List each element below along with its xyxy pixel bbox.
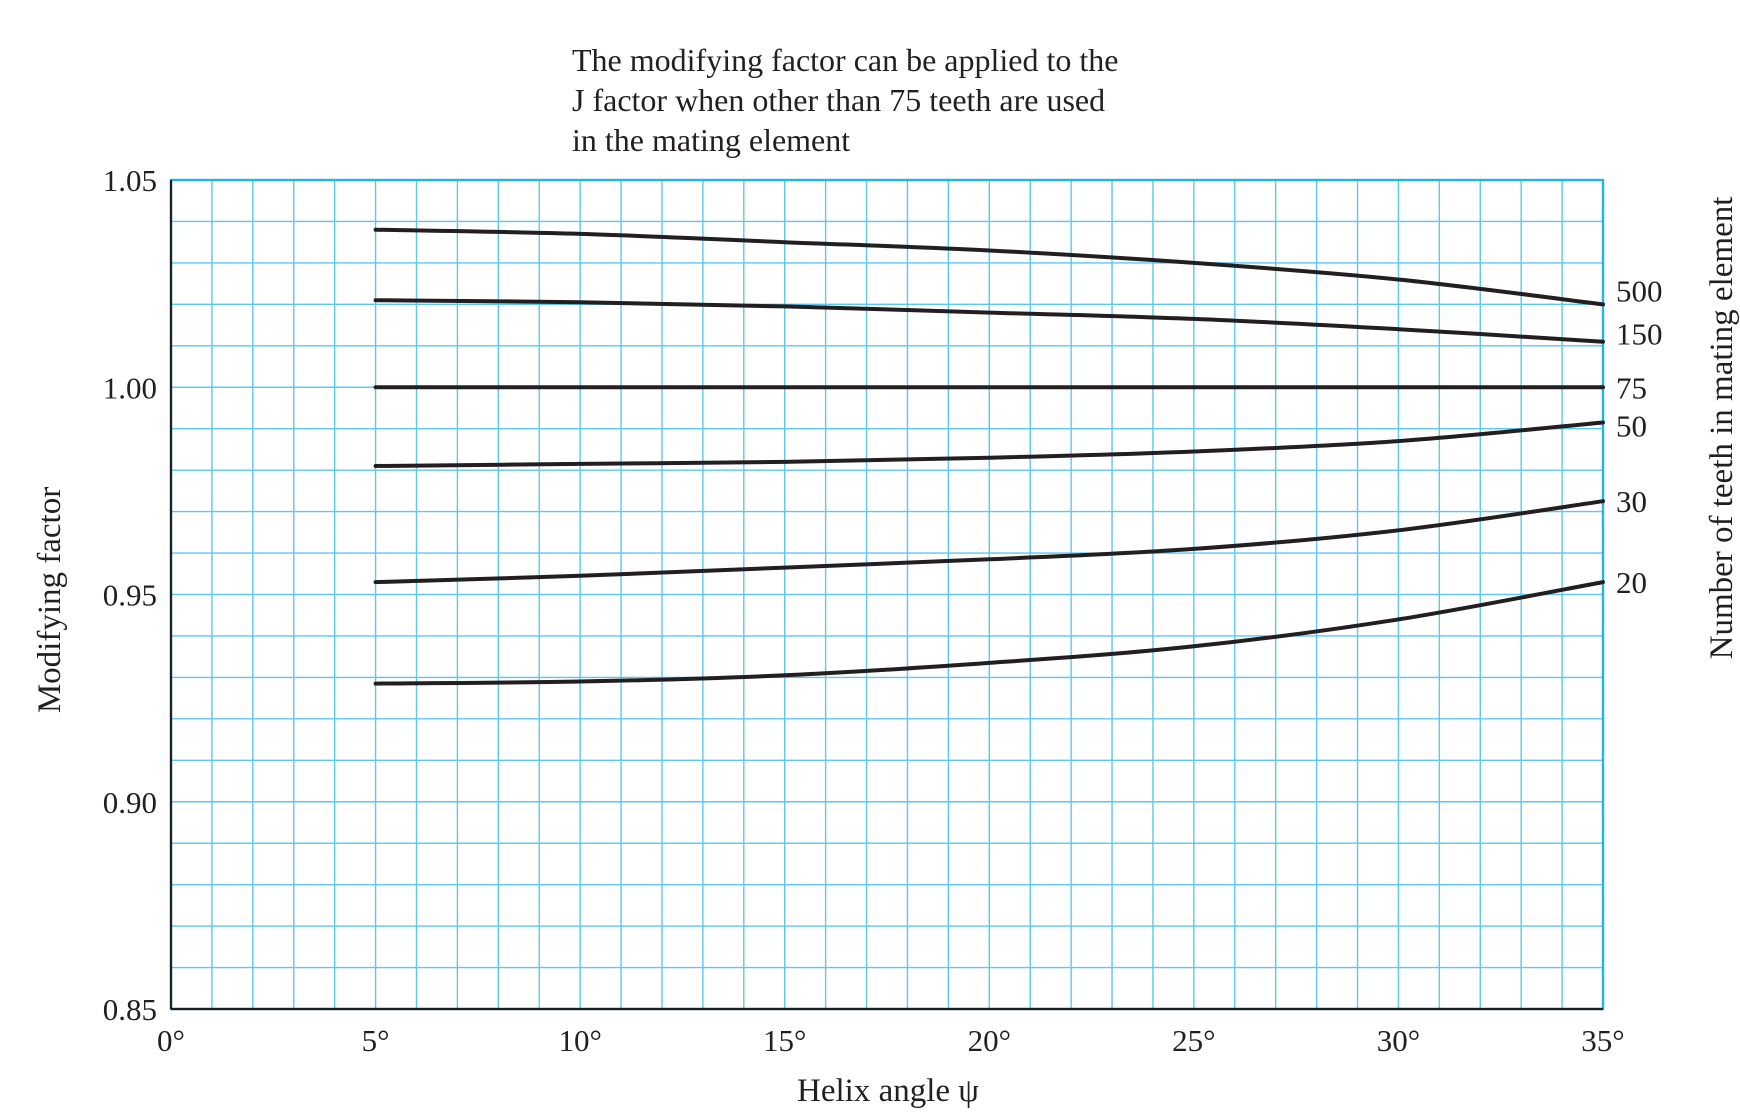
x-tick-label: 10°: [558, 1023, 601, 1058]
chart-annotation: The modifying factor can be applied to t…: [572, 42, 1118, 158]
series-label-20: 20: [1616, 565, 1647, 600]
series-line-500: [373, 227, 1605, 307]
x-tick-label: 20°: [968, 1023, 1011, 1058]
x-tick-label: 30°: [1377, 1023, 1420, 1058]
y-tick-label: 0.85: [103, 992, 157, 1027]
annotation-line-2: J factor when other than 75 teeth are us…: [572, 82, 1105, 118]
series-lines: [373, 227, 1605, 686]
annotation-line-1: The modifying factor can be applied to t…: [572, 42, 1118, 78]
right-axis-label: Number of teeth in mating element: [1704, 197, 1740, 660]
series-label-30: 30: [1616, 484, 1647, 519]
series-label-500: 500: [1616, 273, 1663, 308]
y-tick-label: 0.90: [103, 785, 157, 820]
y-tick-label: 0.95: [103, 578, 157, 613]
y-axis-label: Modifying factor: [32, 487, 68, 713]
x-tick-label: 0°: [157, 1023, 185, 1058]
annotation-line-3: in the mating element: [572, 122, 850, 158]
x-axis-label: Helix angle ψ: [797, 1073, 979, 1109]
tick-labels: 0.85 0.90 0.95 1.00 1.05 0° 5° 10° 15° 20° 25° 30° 3…: [103, 163, 1625, 1058]
x-tick-label: 25°: [1172, 1023, 1215, 1058]
series-line-50: [373, 420, 1605, 468]
grid: [169, 178, 1605, 1011]
x-tick-label: 5°: [362, 1023, 390, 1058]
x-tick-label: 15°: [763, 1023, 806, 1058]
series-line-20: [373, 580, 1605, 686]
series-line-30: [373, 499, 1605, 585]
y-tick-label: 1.05: [103, 163, 157, 198]
y-tick-label: 1.00: [103, 370, 157, 405]
series-line-150: [373, 298, 1605, 344]
series-label-150: 150: [1616, 317, 1663, 352]
series-label-50: 50: [1616, 408, 1647, 443]
x-tick-label: 35°: [1581, 1023, 1624, 1058]
series-label-75: 75: [1616, 370, 1647, 405]
